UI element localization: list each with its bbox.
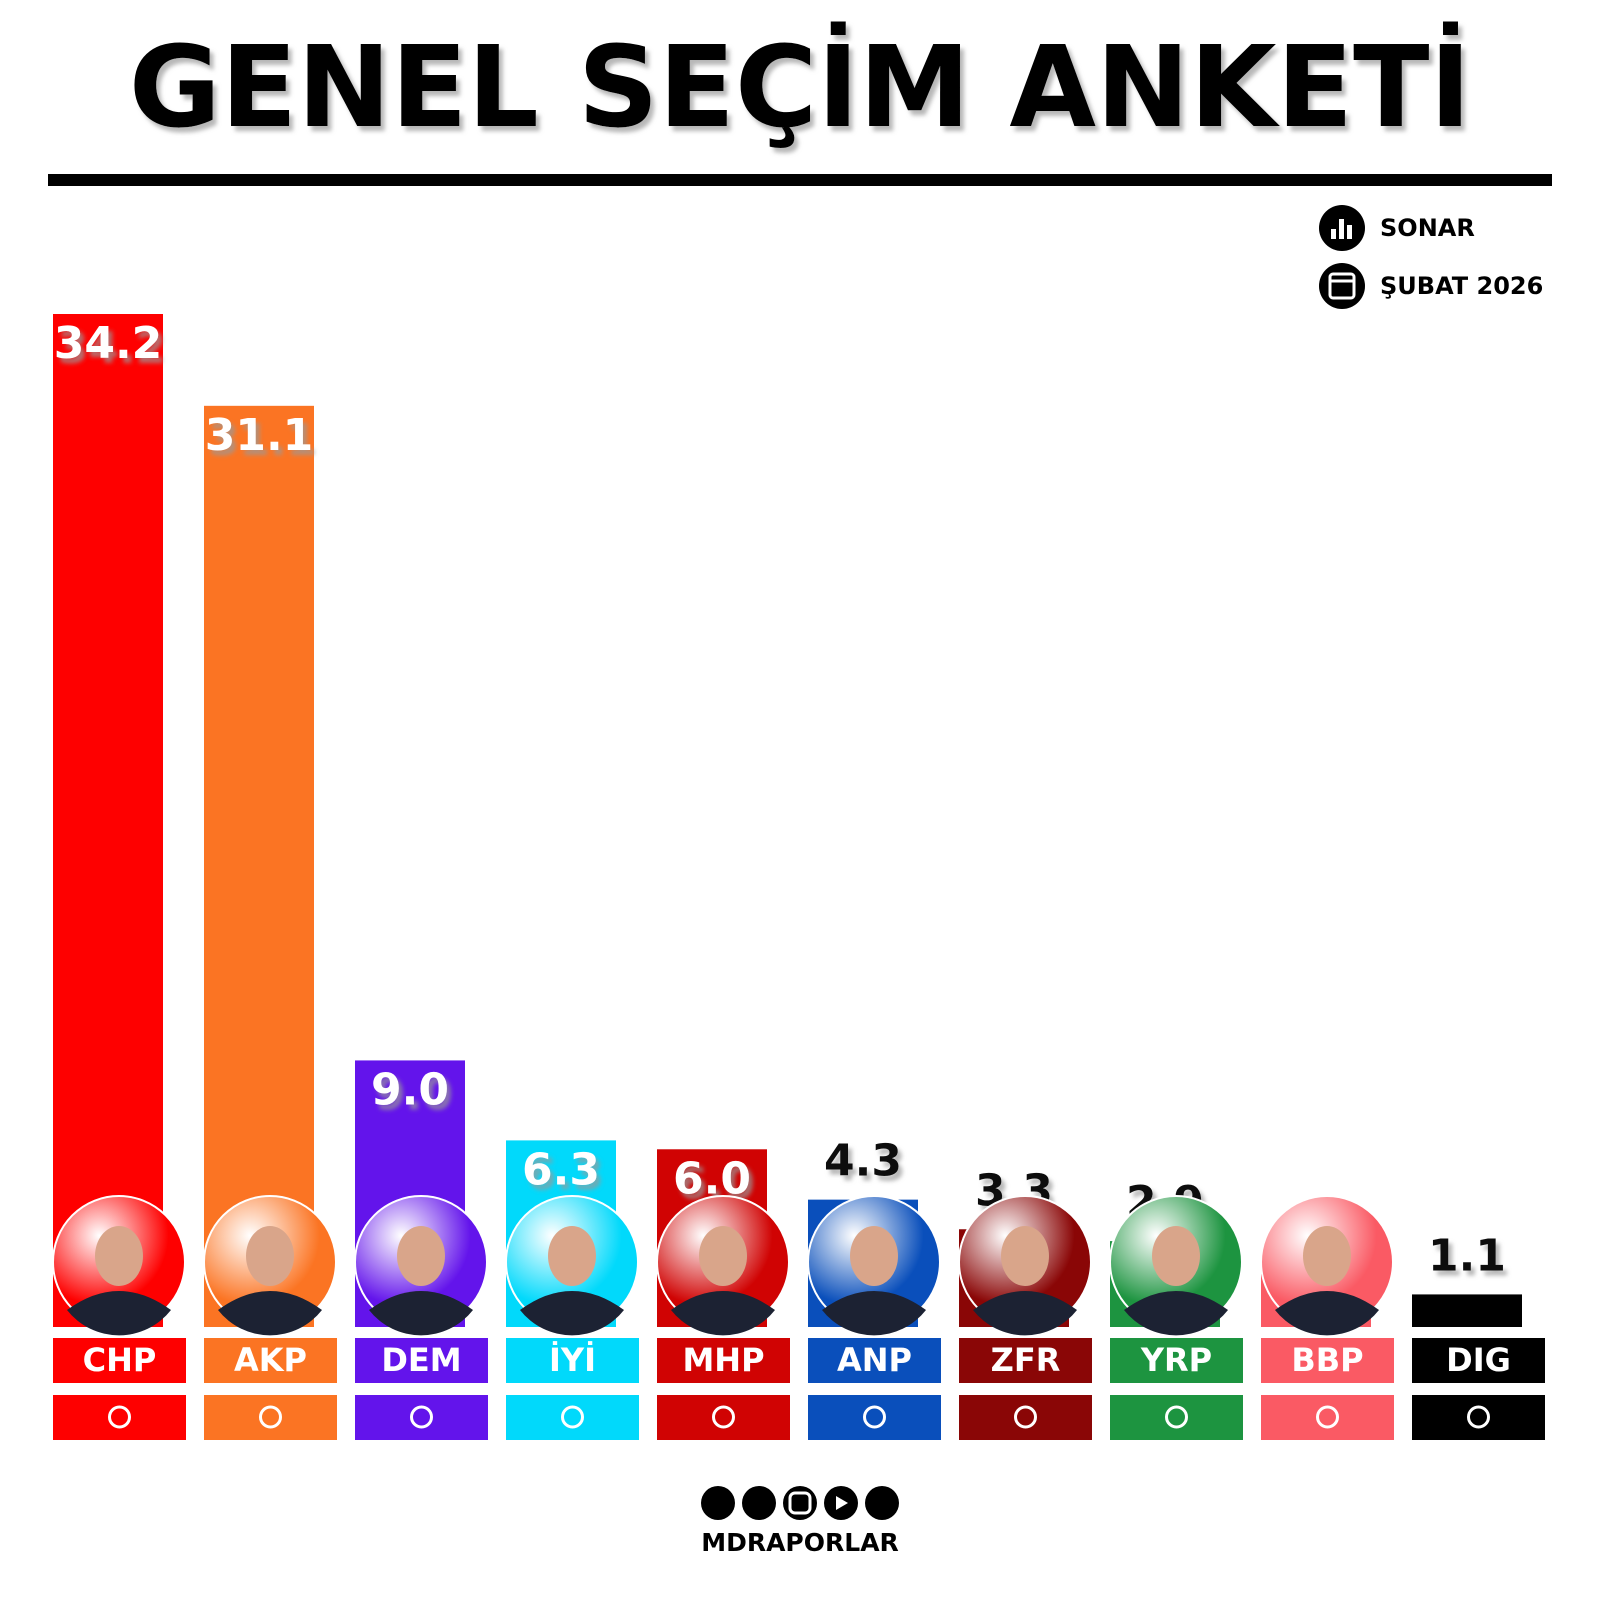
value-label: 6.0	[673, 1153, 751, 1204]
name-box	[959, 1338, 1092, 1383]
name-box	[1412, 1338, 1545, 1383]
value-label: 31.1	[205, 410, 314, 461]
category-label: DIG	[1446, 1341, 1511, 1379]
portrait-head	[95, 1226, 143, 1286]
source: SONAR	[1380, 214, 1475, 242]
logo	[108, 1405, 131, 1429]
name-box	[657, 1338, 790, 1383]
logo	[410, 1405, 433, 1429]
name-box	[53, 1338, 186, 1383]
portrait	[958, 1195, 1092, 1336]
value-label: 6.3	[522, 1144, 600, 1195]
portrait-head	[1152, 1226, 1200, 1286]
title-rule	[48, 174, 1552, 186]
logo	[259, 1405, 282, 1429]
portrait-body	[218, 1291, 322, 1336]
social-icons	[701, 1486, 899, 1520]
logo-box	[959, 1395, 1092, 1440]
name-box	[808, 1338, 941, 1383]
date: ŞUBAT 2026	[1380, 272, 1543, 300]
category-label: DEM	[381, 1341, 461, 1379]
portrait-body	[973, 1291, 1077, 1336]
bar	[204, 405, 314, 1327]
category-label: ANP	[837, 1341, 912, 1379]
category-label: İYİ	[549, 1341, 596, 1379]
portrait-head	[1303, 1226, 1351, 1286]
logo-box	[355, 1395, 488, 1440]
logo-box	[506, 1395, 639, 1440]
portrait-head	[246, 1226, 294, 1286]
value-label: 4.3	[824, 1136, 902, 1187]
value-label: 34.2	[54, 318, 163, 369]
name-box	[1110, 1338, 1243, 1383]
portrait	[52, 1195, 186, 1336]
logo-box	[808, 1395, 941, 1440]
bar	[1412, 1294, 1522, 1327]
logo	[863, 1405, 886, 1429]
category-label: MHP	[682, 1341, 764, 1379]
value-label: 1.1	[1428, 1230, 1506, 1281]
bar	[53, 314, 163, 1327]
date-icon	[1319, 263, 1365, 309]
portrait	[354, 1195, 488, 1336]
category-label: YRP	[1140, 1341, 1212, 1379]
footer: MDRAPORLAR	[701, 1528, 899, 1557]
portrait	[807, 1195, 941, 1336]
portrait-body	[1275, 1291, 1379, 1336]
name-box	[204, 1338, 337, 1383]
logo-box	[53, 1395, 186, 1440]
name-box	[1261, 1338, 1394, 1383]
name-box	[506, 1338, 639, 1383]
portrait-body	[822, 1291, 926, 1336]
portrait-head	[850, 1226, 898, 1286]
portrait-head	[548, 1226, 596, 1286]
portrait	[505, 1195, 639, 1336]
logo-box	[1261, 1395, 1394, 1440]
portrait	[1260, 1195, 1394, 1336]
value-label: 9.0	[371, 1064, 449, 1115]
chart-title: GENEL SEÇİM ANKETİ	[129, 21, 1471, 153]
logo	[1316, 1405, 1339, 1429]
logo	[1014, 1405, 1037, 1429]
portrait	[656, 1195, 790, 1336]
category-label: CHP	[83, 1341, 157, 1379]
portrait-head	[1001, 1226, 1049, 1286]
category-label: BBP	[1291, 1341, 1363, 1379]
portrait-body	[520, 1291, 624, 1336]
category-label: ZFR	[991, 1341, 1061, 1379]
logo-box	[204, 1395, 337, 1440]
logo-box	[1110, 1395, 1243, 1440]
logo-box	[1412, 1395, 1545, 1440]
logo-box	[657, 1395, 790, 1440]
name-box	[355, 1338, 488, 1383]
logo	[1165, 1405, 1188, 1429]
portrait-body	[671, 1291, 775, 1336]
source-icon	[1319, 205, 1365, 251]
portrait-head	[397, 1226, 445, 1286]
portrait	[203, 1195, 337, 1336]
portrait-body	[1124, 1291, 1228, 1336]
logo	[1467, 1405, 1490, 1429]
portrait-body	[67, 1291, 171, 1336]
logo	[712, 1405, 735, 1429]
portrait	[1109, 1195, 1243, 1336]
portrait-body	[369, 1291, 473, 1336]
category-label: AKP	[234, 1341, 307, 1379]
logo	[561, 1405, 584, 1429]
portrait-head	[699, 1226, 747, 1286]
